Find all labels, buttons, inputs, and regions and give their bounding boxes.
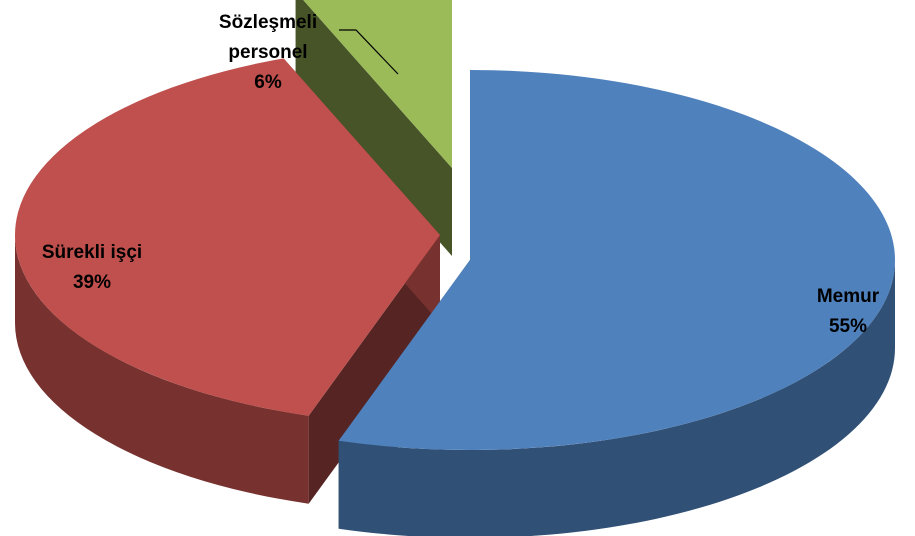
data-label-value: 6% xyxy=(254,72,282,93)
data-label-value: 55% xyxy=(829,316,867,337)
data-label-category: Memur xyxy=(817,286,880,307)
slice-s-zle-meli xyxy=(295,0,452,256)
pie-slices xyxy=(14,0,895,536)
data-label-category: Sözleşmeli xyxy=(219,12,317,33)
slice-s-rekli-i-i xyxy=(14,58,440,504)
leader-line xyxy=(339,29,399,75)
slice-memur xyxy=(338,70,895,536)
slice-side-wall xyxy=(308,235,440,504)
slice-outer-wall xyxy=(338,260,895,536)
data-label: Sözleşmeli personel 6% xyxy=(219,12,317,93)
data-label-value: 39% xyxy=(73,272,111,293)
data-label-category: Sürekli işçi xyxy=(42,242,142,263)
slice-top xyxy=(303,0,452,168)
data-labels: Memur 55% Sürekli işçi 39% Sözleşmeli persone… xyxy=(42,12,880,337)
slice-top xyxy=(14,58,440,416)
data-label: Sürekli işçi 39% xyxy=(42,242,142,293)
slice-side-wall xyxy=(295,0,452,256)
data-label-category: personel xyxy=(228,42,307,63)
slice-top xyxy=(338,70,895,451)
data-label: Memur 55% xyxy=(817,286,880,337)
slice-outer-wall xyxy=(15,235,309,504)
